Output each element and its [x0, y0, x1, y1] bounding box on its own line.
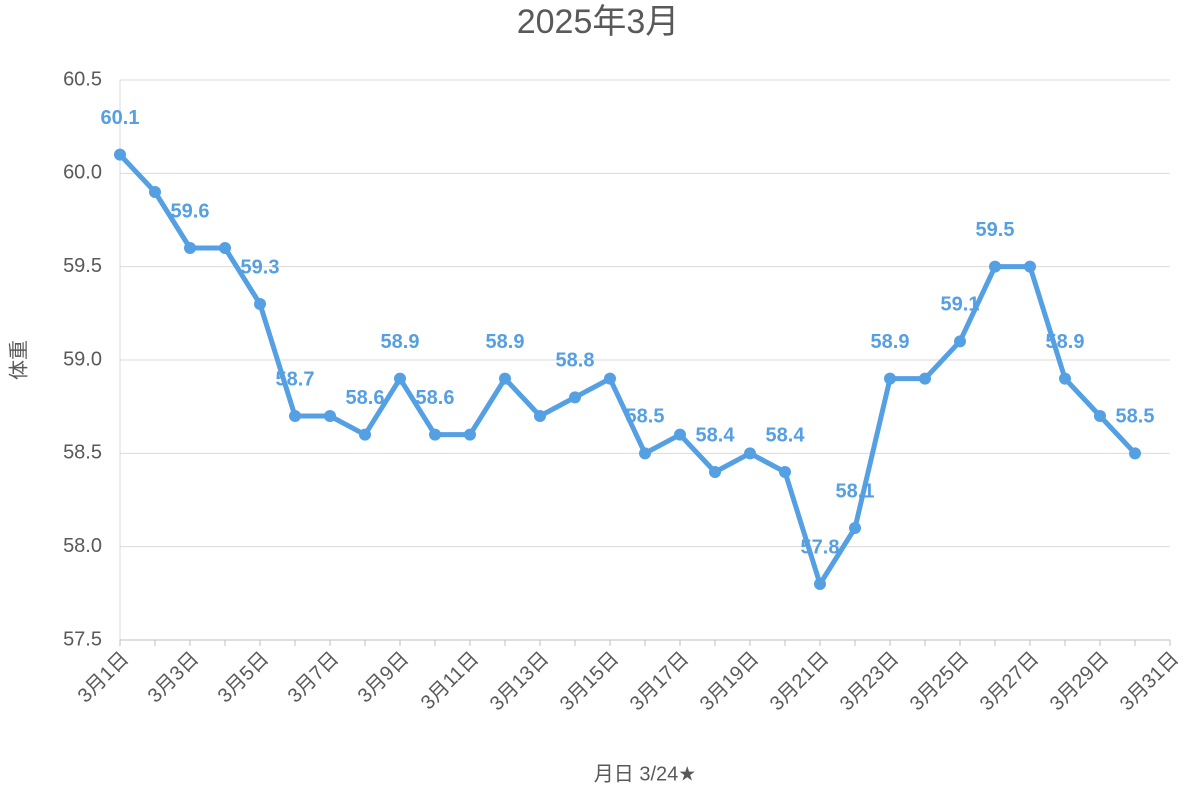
point — [359, 428, 371, 441]
data-label: 57.8 — [801, 536, 840, 558]
x-tick-label: 3月1日 — [74, 648, 134, 708]
point — [849, 522, 861, 534]
y-tick-label: 57.5 — [63, 628, 102, 650]
data-label: 58.6 — [416, 387, 455, 409]
point — [219, 242, 231, 254]
x-tick-label: 3月13日 — [486, 648, 553, 715]
data-label: 59.1 — [941, 294, 980, 316]
data-label: 58.5 — [1116, 406, 1155, 428]
x-tick-label: 3月5日 — [214, 648, 274, 708]
x-tick-label: 3月19日 — [696, 648, 763, 715]
x-axis-title: 月日 3/24★ — [594, 763, 696, 785]
point — [534, 410, 546, 422]
point — [499, 372, 511, 385]
x-tick-label: 3月9日 — [354, 648, 414, 708]
point — [324, 410, 336, 422]
point — [744, 447, 756, 460]
point — [569, 391, 581, 404]
x-tick-label: 3月27日 — [976, 648, 1043, 715]
data-label: 58.9 — [871, 331, 910, 353]
point — [1094, 410, 1106, 422]
point — [674, 428, 686, 441]
data-label: 58.7 — [276, 368, 315, 390]
data-label: 60.1 — [101, 107, 140, 129]
data-label: 58.4 — [766, 424, 806, 446]
data-label: 59.5 — [976, 219, 1015, 241]
x-tick-label: 3月17日 — [626, 648, 693, 715]
data-label: 58.8 — [556, 350, 595, 372]
point — [919, 372, 931, 385]
x-tick-label: 3月15日 — [556, 648, 623, 715]
point — [814, 578, 826, 590]
chart-title: 2025年3月 — [517, 3, 680, 41]
point — [394, 372, 406, 385]
point — [989, 260, 1001, 273]
data-label: 58.5 — [626, 406, 665, 428]
x-tick-label: 3月21日 — [766, 648, 833, 715]
point — [149, 186, 161, 198]
y-tick-label: 58.0 — [63, 535, 102, 557]
point — [884, 372, 896, 385]
point — [254, 298, 266, 310]
x-tick-label: 3月31日 — [1116, 648, 1183, 715]
point — [779, 466, 791, 478]
x-tick-label: 3月25日 — [906, 648, 973, 715]
y-tick-label: 60.0 — [63, 162, 102, 184]
point — [464, 428, 476, 441]
y-axis-title: 体重 — [7, 340, 30, 380]
point — [429, 428, 441, 441]
y-tick-label: 60.5 — [63, 68, 102, 90]
y-tick-label: 58.5 — [63, 442, 102, 464]
data-label: 58.9 — [381, 331, 420, 353]
data-label: 58.9 — [1046, 331, 1085, 353]
x-tick-label: 3月11日 — [417, 648, 483, 714]
point — [1024, 260, 1036, 273]
point — [709, 466, 721, 478]
point — [954, 335, 966, 348]
y-tick-label: 59.0 — [63, 348, 102, 370]
point — [114, 148, 126, 161]
point — [604, 372, 616, 385]
point — [1129, 447, 1141, 460]
x-tick-label: 3月29日 — [1046, 648, 1113, 715]
point — [1059, 372, 1071, 385]
data-label: 59.6 — [171, 200, 210, 222]
x-tick-label: 3月3日 — [144, 648, 204, 708]
data-label: 59.3 — [241, 256, 280, 278]
line — [118, 152, 1137, 587]
data-label: 58.1 — [836, 480, 875, 502]
x-tick-label: 3月23日 — [836, 648, 903, 715]
data-label: 58.9 — [486, 331, 525, 353]
x-tick-label: 3月7日 — [284, 648, 344, 708]
y-tick-label: 59.5 — [63, 255, 102, 277]
point — [289, 410, 301, 422]
point — [639, 447, 651, 460]
point — [184, 242, 196, 254]
data-label: 58.4 — [696, 424, 736, 446]
data-label: 58.6 — [346, 387, 385, 409]
